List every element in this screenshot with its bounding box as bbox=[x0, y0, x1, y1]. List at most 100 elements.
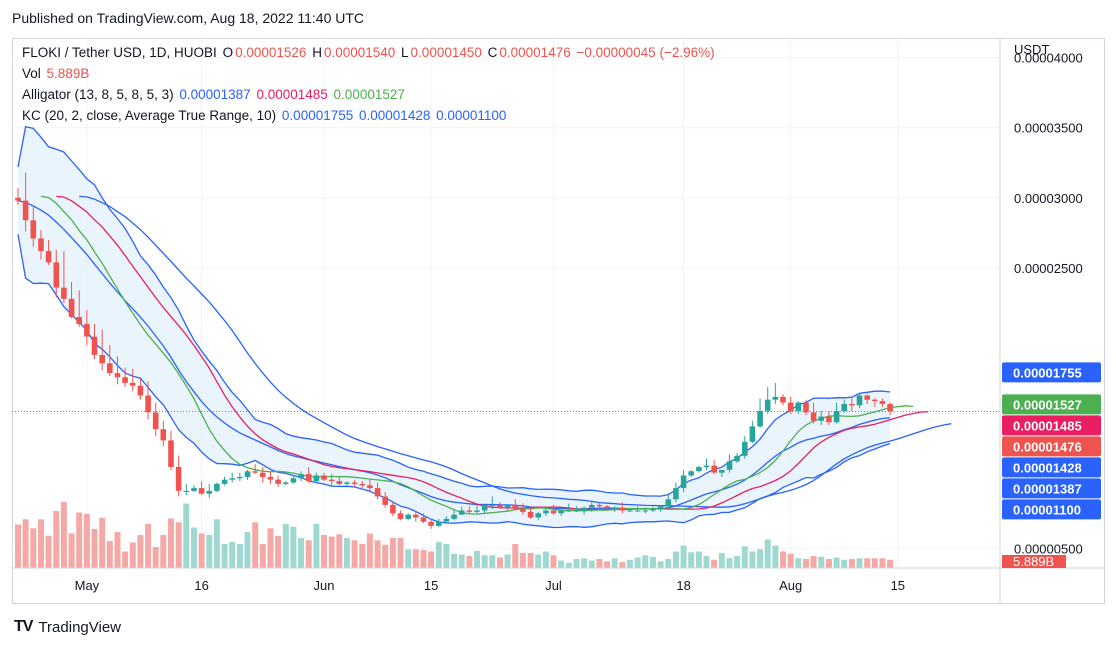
candle-body bbox=[650, 509, 656, 511]
price-label-bg bbox=[1002, 415, 1101, 436]
volume-bar bbox=[527, 553, 534, 568]
price-label-text: 0.00001755 bbox=[1013, 365, 1082, 380]
candle bbox=[611, 506, 618, 512]
candle bbox=[726, 454, 733, 473]
candle-body bbox=[719, 469, 725, 473]
alligator-jaw-value: 0.00001387 bbox=[179, 87, 251, 102]
candle-body bbox=[734, 455, 740, 462]
candle bbox=[374, 482, 381, 500]
candle bbox=[481, 503, 488, 514]
candle bbox=[237, 472, 243, 482]
candle-body bbox=[742, 441, 748, 456]
candle bbox=[114, 356, 121, 385]
volume-bar bbox=[38, 519, 44, 569]
candle bbox=[803, 399, 809, 416]
candle bbox=[30, 206, 37, 247]
symbol-title[interactable]: FLOKI / Tether USD, 1D, HUOBI bbox=[22, 45, 217, 60]
volume-label-bg bbox=[1002, 555, 1066, 568]
price-label-tag: 0.00001476 bbox=[1002, 436, 1101, 457]
volume-bar bbox=[321, 535, 327, 568]
candle-body bbox=[38, 238, 44, 252]
volume-bar bbox=[152, 547, 159, 568]
candle bbox=[489, 496, 496, 510]
candle bbox=[703, 458, 710, 470]
candle bbox=[757, 398, 763, 428]
volume-bar bbox=[565, 562, 572, 569]
price-label-tag: 0.00001100 bbox=[1002, 499, 1101, 520]
alligator-label[interactable]: Alligator (13, 8, 5, 8, 5, 3) bbox=[22, 87, 174, 102]
candle-body bbox=[382, 496, 388, 505]
candle bbox=[665, 495, 672, 508]
volume-bar bbox=[519, 553, 526, 568]
volume-bar bbox=[229, 541, 236, 569]
candle-body bbox=[206, 490, 212, 494]
volume-bar bbox=[764, 539, 771, 568]
price-label-text: 0.00001527 bbox=[1013, 397, 1082, 412]
candle bbox=[45, 239, 52, 266]
volume-bar bbox=[611, 558, 618, 569]
candle-body bbox=[267, 476, 274, 480]
volume-bar bbox=[451, 553, 458, 569]
volume-bar bbox=[122, 551, 129, 568]
volume-bar bbox=[711, 559, 718, 569]
candle-body bbox=[84, 324, 90, 337]
candle-body bbox=[841, 404, 847, 411]
candle-body bbox=[252, 471, 258, 473]
candle-body bbox=[780, 396, 786, 403]
candle-body bbox=[237, 476, 243, 479]
candle-body bbox=[313, 475, 320, 482]
alligator-lips-line bbox=[40, 195, 914, 515]
candle bbox=[206, 483, 212, 498]
candle bbox=[550, 504, 557, 515]
price-label-text: 0.00001428 bbox=[1013, 460, 1082, 475]
candle-body bbox=[550, 510, 557, 514]
candle bbox=[680, 469, 687, 493]
candle bbox=[420, 513, 427, 524]
candle bbox=[634, 506, 641, 512]
volume-bars bbox=[15, 502, 894, 569]
candle-body bbox=[872, 399, 878, 402]
kc-mid-value: 0.00001428 bbox=[359, 108, 431, 123]
candle bbox=[810, 402, 817, 424]
candle bbox=[872, 398, 878, 407]
candle bbox=[596, 503, 603, 510]
price-tick-label: 0.00003000 bbox=[1014, 191, 1083, 206]
candle-body bbox=[703, 465, 710, 467]
candle-body bbox=[107, 363, 113, 374]
kc-band-fill bbox=[18, 126, 891, 528]
volume-bar bbox=[841, 559, 848, 569]
volume-bar bbox=[168, 518, 174, 568]
candle-body bbox=[321, 475, 327, 480]
candle-body bbox=[589, 504, 595, 508]
candle-body bbox=[336, 481, 343, 484]
publish-line: Published on TradingView.com, Aug 18, 20… bbox=[12, 10, 365, 26]
volume-label-text: 5.889B bbox=[1013, 554, 1054, 569]
candle-body bbox=[627, 510, 633, 512]
kc-label[interactable]: KC (20, 2, close, Average True Range, 10… bbox=[22, 108, 277, 123]
candle-body bbox=[168, 440, 174, 467]
price-label-text: 0.00001476 bbox=[1013, 439, 1082, 454]
volume-bar bbox=[275, 535, 282, 569]
volume-bar bbox=[60, 502, 67, 568]
candle bbox=[15, 188, 21, 205]
candle bbox=[191, 485, 197, 493]
volume-bar bbox=[833, 557, 840, 568]
candle-body bbox=[344, 482, 350, 484]
candle bbox=[826, 411, 832, 425]
candle-body bbox=[833, 411, 840, 423]
volume-bar bbox=[68, 533, 75, 568]
candle bbox=[22, 172, 29, 232]
volume-bar bbox=[30, 528, 37, 569]
volume-label[interactable]: Vol bbox=[22, 66, 41, 81]
volume-bar bbox=[443, 544, 450, 568]
candle-body bbox=[696, 467, 702, 472]
volume-bar bbox=[650, 556, 656, 569]
candle-body bbox=[305, 474, 312, 482]
candle-body bbox=[749, 426, 756, 442]
candle-body bbox=[535, 513, 541, 518]
volume-bar bbox=[887, 559, 894, 569]
volume-bar bbox=[489, 555, 496, 569]
brand-name[interactable]: TradingView bbox=[38, 618, 121, 636]
tradingview-logo-icon[interactable]: TV bbox=[14, 618, 33, 635]
